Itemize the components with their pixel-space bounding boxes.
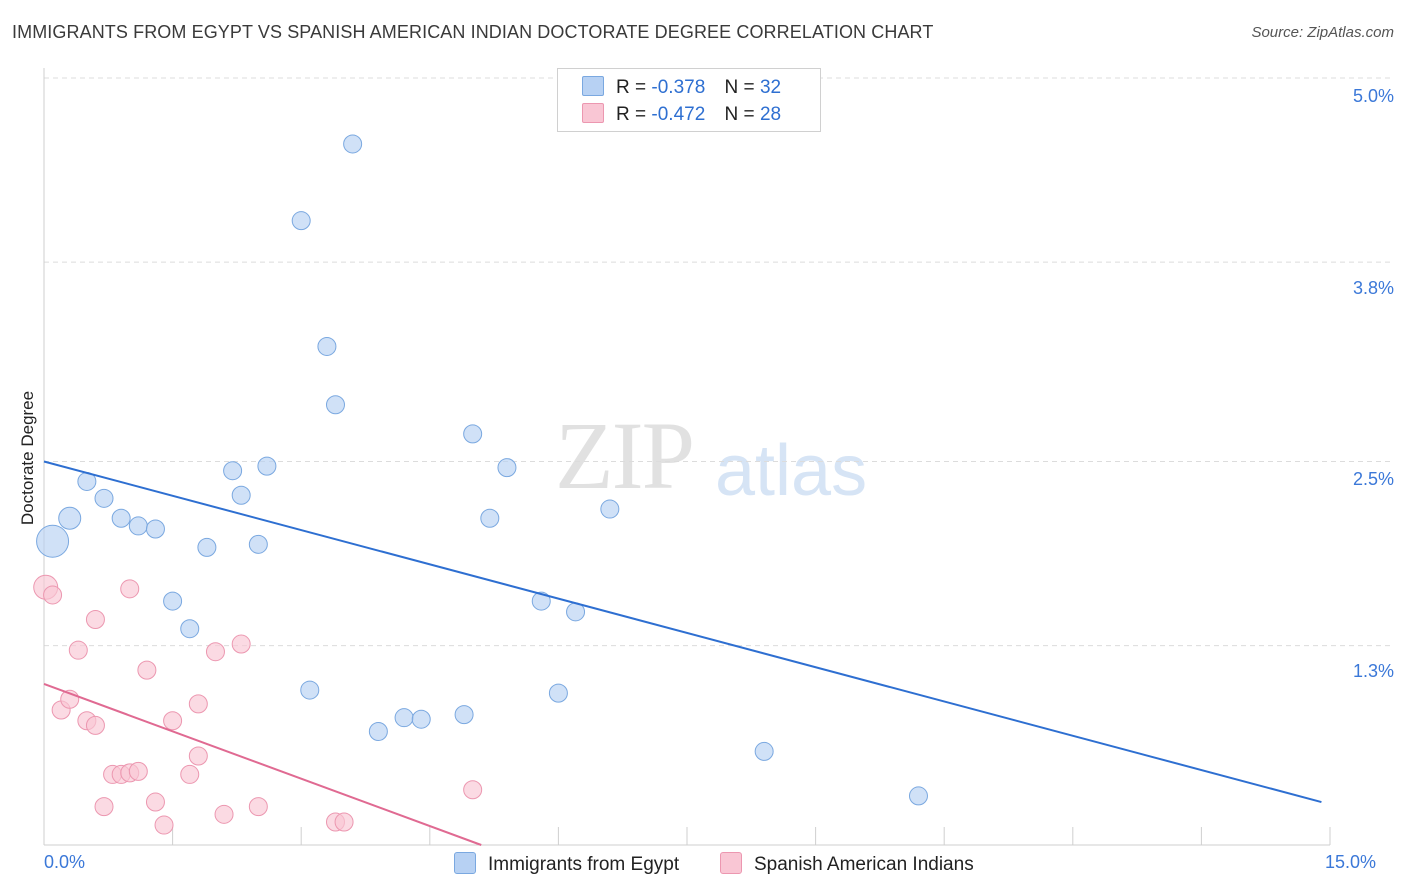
y-tick-label: 3.8% bbox=[1352, 278, 1394, 298]
spanish-american-indian-point bbox=[43, 585, 63, 605]
egypt-point bbox=[908, 786, 928, 806]
egypt-point bbox=[325, 395, 345, 415]
egypt-point bbox=[368, 721, 388, 741]
spanish-american-indian-point bbox=[137, 660, 157, 680]
legend-item-spanish-american-indians[interactable]: Spanish American Indians bbox=[720, 852, 974, 876]
n-value: 32 bbox=[759, 77, 782, 98]
egypt-point bbox=[394, 708, 414, 728]
r-label: R = bbox=[616, 104, 647, 125]
egypt-point bbox=[317, 336, 337, 356]
correlation-legend: R = -0.378 N = 32 R = -0.472 N = 28 bbox=[557, 68, 821, 132]
legend-label: Spanish American Indians bbox=[754, 854, 974, 875]
spanish-american-indian-point bbox=[463, 780, 483, 800]
egypt-point bbox=[754, 741, 774, 761]
r-value: -0.378 bbox=[651, 77, 706, 98]
egypt-point bbox=[231, 485, 251, 505]
egypt-point bbox=[163, 591, 183, 611]
egypt-point bbox=[300, 680, 320, 700]
n-label: N = bbox=[724, 77, 755, 98]
egypt-point bbox=[600, 499, 620, 519]
watermark-zip: ZIP bbox=[555, 402, 695, 509]
legend-row-egypt: R = -0.378 N = 32 bbox=[582, 76, 781, 99]
egypt-point bbox=[94, 488, 114, 508]
legend-row-spanish-american-indian: R = -0.472 N = 28 bbox=[582, 103, 781, 126]
egypt-point bbox=[223, 461, 243, 481]
spanish-american-indian-point bbox=[231, 634, 251, 654]
source-label: Source: ZipAtlas.com bbox=[1251, 24, 1394, 41]
egypt-point bbox=[197, 537, 217, 557]
spanish-american-indian-point bbox=[248, 797, 268, 817]
egypt-point bbox=[497, 458, 517, 478]
chart-title: IMMIGRANTS FROM EGYPT VS SPANISH AMERICA… bbox=[12, 22, 934, 42]
egypt-point bbox=[111, 508, 131, 528]
spanish-american-indian-point bbox=[120, 579, 140, 599]
egypt-point bbox=[180, 619, 200, 639]
egypt-point bbox=[257, 456, 277, 476]
spanish-american-indian-point bbox=[188, 694, 208, 714]
y-tick-label: 2.5% bbox=[1352, 469, 1394, 489]
spanish-american-indian-point bbox=[68, 640, 88, 660]
egypt-point bbox=[36, 524, 70, 558]
x-tick-label-min: 0.0% bbox=[44, 852, 86, 872]
egypt-point bbox=[343, 134, 363, 154]
spanish-american-indian-trend-line bbox=[43, 682, 482, 846]
pink-swatch bbox=[720, 852, 742, 874]
legend-item-egypt[interactable]: Immigrants from Egypt bbox=[454, 852, 679, 876]
spanish-american-indian-point bbox=[128, 761, 148, 781]
egypt-point bbox=[128, 516, 148, 536]
r-value: -0.472 bbox=[651, 104, 706, 125]
x-tick-label-max: 15.0% bbox=[1325, 852, 1377, 872]
n-label: N = bbox=[724, 104, 755, 125]
egypt-point bbox=[454, 705, 474, 725]
egypt-point bbox=[291, 211, 311, 231]
spanish-american-indian-point bbox=[94, 797, 114, 817]
egypt-trend-line bbox=[43, 460, 1322, 804]
spanish-american-indian-point bbox=[145, 792, 165, 812]
spanish-american-indian-point bbox=[188, 746, 208, 766]
y-axis-label: Doctorate Degree bbox=[18, 390, 37, 526]
watermark-atlas: atlas bbox=[715, 431, 868, 511]
egypt-point bbox=[463, 424, 483, 444]
egypt-point bbox=[548, 683, 568, 703]
spanish-american-indian-point bbox=[85, 610, 105, 630]
egypt-point bbox=[480, 508, 500, 528]
r-label: R = bbox=[616, 77, 647, 98]
pink-swatch bbox=[582, 103, 604, 123]
spanish-american-indian-point bbox=[205, 642, 225, 662]
y-tick-label: 1.3% bbox=[1352, 661, 1394, 681]
blue-swatch bbox=[582, 76, 604, 96]
egypt-point bbox=[531, 591, 551, 611]
y-tick-label: 5.0% bbox=[1352, 86, 1394, 106]
legend-label: Immigrants from Egypt bbox=[488, 854, 680, 875]
n-value: 28 bbox=[759, 104, 782, 125]
spanish-american-indian-point bbox=[214, 804, 234, 824]
spanish-american-indian-point bbox=[85, 715, 105, 735]
spanish-american-indian-point bbox=[180, 764, 200, 784]
blue-swatch bbox=[454, 852, 476, 874]
spanish-american-indian-point bbox=[154, 815, 174, 835]
egypt-point bbox=[58, 506, 82, 530]
egypt-point bbox=[248, 534, 268, 554]
egypt-point bbox=[145, 519, 165, 539]
spanish-american-indian-point bbox=[334, 812, 354, 832]
egypt-point bbox=[411, 709, 431, 729]
spanish-american-indian-point bbox=[163, 711, 183, 731]
